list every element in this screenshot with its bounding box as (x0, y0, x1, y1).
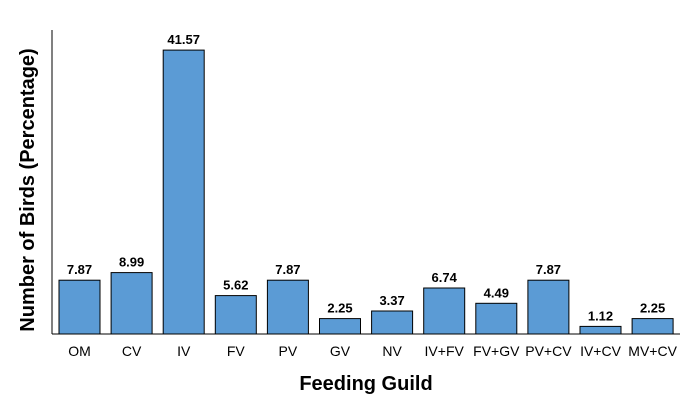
bar-mv-cv (631, 318, 674, 335)
x-tick-label-mv-cv: MV+CV (628, 343, 677, 359)
x-tick-label-fv: FV (227, 343, 246, 359)
bar-pv-cv (527, 279, 570, 335)
x-tick-label-iv: IV (177, 343, 191, 359)
x-tick-label-fv-gv: FV+GV (473, 343, 520, 359)
x-tick-labels-group: OM CV IV FV PV GV NV IV+FV FV+GV PV+CV IV+CV MV+CV (68, 343, 677, 359)
x-tick-label-nv: NV (382, 343, 402, 359)
bars-group (58, 49, 674, 335)
x-tick-label-gv: GV (330, 343, 351, 359)
bar-fv-gv (475, 302, 518, 335)
bar-pv (266, 279, 309, 335)
y-axis-title: Number of Birds (Percentage) (17, 48, 39, 331)
value-label-pv: 7.87 (275, 262, 300, 277)
x-axis-title: Feeding Guild (299, 373, 432, 395)
bar-fv (214, 295, 257, 335)
x-tick-label-pv-cv: PV+CV (525, 343, 572, 359)
value-label-pv-cv: 7.87 (536, 262, 561, 277)
value-label-iv-cv: 1.12 (588, 308, 613, 323)
value-label-iv: 41.57 (167, 32, 200, 47)
value-label-om: 7.87 (67, 262, 92, 277)
bar-gv (319, 318, 361, 335)
value-label-iv-fv: 6.74 (432, 270, 458, 285)
bar-iv-fv (423, 287, 466, 335)
value-label-fv-gv: 4.49 (484, 285, 509, 300)
bar-nv (371, 310, 414, 335)
value-labels-group: 7.87 8.99 41.57 5.62 7.87 2.25 3.37 6.74 4.49 7.8… (67, 32, 665, 323)
value-label-cv: 8.99 (119, 255, 144, 270)
bar-iv (162, 49, 205, 335)
value-label-fv: 5.62 (223, 278, 248, 293)
bar-om (58, 279, 101, 335)
bar-cv (110, 272, 153, 335)
x-tick-label-cv: CV (122, 343, 142, 359)
bar-iv-cv (579, 325, 622, 335)
value-label-mv-cv: 2.25 (640, 301, 665, 316)
x-tick-label-iv-fv: IV+FV (425, 343, 465, 359)
x-tick-label-om: OM (68, 343, 91, 359)
x-tick-label-pv: PV (279, 343, 298, 359)
x-tick-label-iv-cv: IV+CV (580, 343, 622, 359)
value-label-gv: 2.25 (327, 301, 352, 316)
value-label-nv: 3.37 (379, 293, 404, 308)
